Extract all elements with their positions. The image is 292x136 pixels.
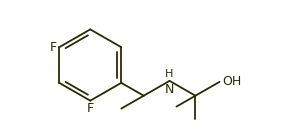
Text: N: N — [165, 83, 174, 96]
Text: OH: OH — [223, 75, 242, 88]
Text: F: F — [87, 102, 94, 115]
Text: F: F — [50, 41, 57, 54]
Text: H: H — [165, 69, 174, 79]
